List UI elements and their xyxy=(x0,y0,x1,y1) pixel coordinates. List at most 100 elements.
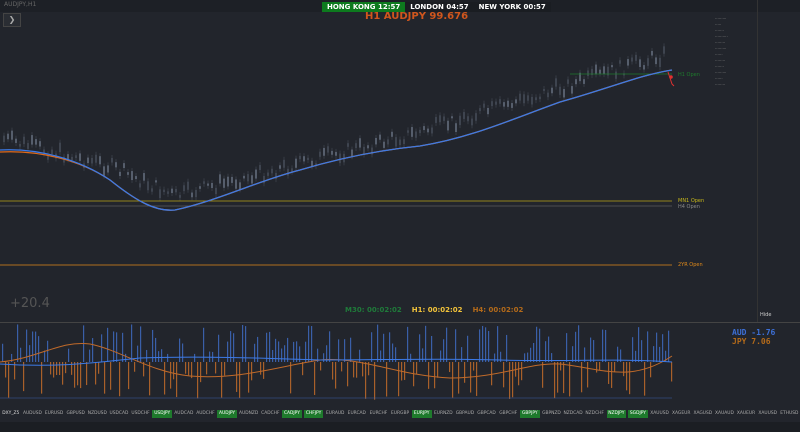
oscillator-bar xyxy=(29,345,31,362)
oscillator-bar xyxy=(194,353,196,362)
oscillator-bar xyxy=(32,331,34,362)
jpy-strength-label: JPY 7.06 xyxy=(732,337,771,346)
oscillator-bar xyxy=(419,334,421,362)
symbol-button-eurgbp[interactable]: EURGBP xyxy=(391,411,410,416)
oscillator-bar xyxy=(191,362,193,379)
symbol-button-xaueur[interactable]: XAUEUR xyxy=(736,411,756,416)
oscillator-bar xyxy=(656,332,658,362)
symbol-button-xagusd[interactable]: XAGUSD xyxy=(693,411,713,416)
symbol-button-eurjpy[interactable]: EURJPY xyxy=(411,410,432,418)
timer-h4: H4: 00:02:02 xyxy=(472,306,524,314)
oscillator-bar xyxy=(455,329,457,362)
symbol-button-sgdjpy[interactable]: SGDJPY xyxy=(628,410,648,418)
mn1-open-label: MN1 Open xyxy=(678,198,705,204)
symbol-button-nzdchf[interactable]: NZDCHF xyxy=(585,411,604,416)
oscillator-bar xyxy=(392,343,394,362)
symbol-button-nzdusd[interactable]: NZDUSD xyxy=(87,411,107,416)
oscillator-bar xyxy=(509,362,511,399)
oscillator-bar xyxy=(278,341,280,362)
symbol-button-nzdcad[interactable]: NZDCAD xyxy=(563,411,583,416)
symbol-button-gbpcad[interactable]: GBPCAD xyxy=(477,411,496,416)
oscillator-bar xyxy=(230,331,232,362)
oscillator-bar xyxy=(473,362,475,371)
oscillator-bar xyxy=(530,347,532,362)
oscillator-bar xyxy=(5,362,7,378)
oscillator-bar xyxy=(338,339,340,362)
info-row: ········· xyxy=(715,46,727,51)
strength-value: +20.4 xyxy=(10,296,50,311)
oscillator-bar xyxy=(404,362,406,380)
symbol-button-gbpjpy[interactable]: GBPJPY xyxy=(520,410,540,418)
oscillator-bar xyxy=(572,346,574,362)
h4-open-label: H4 Open xyxy=(678,204,700,210)
symbol-button-eurchf[interactable]: EURCHF xyxy=(369,411,388,416)
symbol-button-usdcad[interactable]: USDCAD xyxy=(109,411,129,416)
chart-title: H1 AUDJPY 99.676 xyxy=(365,11,469,22)
hide-button[interactable]: Hide xyxy=(760,312,772,318)
symbol-button-cadjpy[interactable]: CADJPY xyxy=(282,410,302,418)
oscillator-bar xyxy=(614,362,616,372)
oscillator-bar xyxy=(254,343,256,362)
symbol-button-xageur[interactable]: XAGEUR xyxy=(672,411,691,416)
symbol-button-cadchf[interactable]: CADCHF xyxy=(261,411,280,416)
symbol-button-gbpaud[interactable]: GBPAUD xyxy=(455,411,475,416)
symbol-button-audchf[interactable]: AUDCHF xyxy=(196,411,215,416)
oscillator-bar xyxy=(566,333,568,362)
oscillator-bar xyxy=(23,362,25,392)
panel-separator[interactable] xyxy=(0,322,800,323)
oscillator-bar xyxy=(11,353,13,362)
pair-strength-labels: AUD -1.76 JPY 7.06 xyxy=(732,328,775,346)
oscillator-bar xyxy=(299,346,301,362)
symbol-button-audjpy[interactable]: AUDJPY xyxy=(217,410,237,418)
info-row: ······ xyxy=(715,76,723,81)
info-row: ········· xyxy=(715,70,727,75)
oscillator-bar xyxy=(95,362,97,385)
symbol-button-gbpchf[interactable]: GBPCHF xyxy=(499,411,518,416)
oscillator-bar xyxy=(581,362,583,393)
symbol-button-eurcad[interactable]: EURCAD xyxy=(347,411,366,416)
oscillator-bar xyxy=(506,334,508,362)
oscillator-bar xyxy=(104,362,106,394)
price-axis[interactable] xyxy=(757,0,800,322)
oscillator-bar xyxy=(50,362,52,375)
oscillator-bar xyxy=(500,351,502,362)
oscillator-bar xyxy=(593,340,595,362)
oscillator-bar xyxy=(116,332,118,362)
symbol-button-chfjpy[interactable]: CHFJPY xyxy=(303,410,324,418)
oscillator-bar xyxy=(173,362,175,380)
symbol-button-audusd[interactable]: AUDUSD xyxy=(22,411,42,416)
oscillator-bar xyxy=(380,350,382,362)
oscillator-bar xyxy=(347,362,349,387)
h1-open-label: H1 Open xyxy=(678,72,700,78)
symbol-button-audcad[interactable]: AUDCAD xyxy=(174,411,194,416)
symbol-button-xauusd[interactable]: XAUUSD xyxy=(650,411,669,416)
symbol-button-eurusd[interactable]: EURUSD xyxy=(44,411,64,416)
symbol-button-eurnzd[interactable]: EURNZD xyxy=(433,411,453,416)
symbol-button-ethusd[interactable]: ETHUSD xyxy=(780,411,799,416)
symbol-button-usdchf[interactable]: USDCHF xyxy=(131,411,150,416)
oscillator-bar xyxy=(548,336,550,362)
oscillator-bar xyxy=(305,341,307,362)
symbol-button-xauusd[interactable]: XAUUSD xyxy=(758,411,777,416)
symbol-button-xauaud[interactable]: XAUAUD xyxy=(715,411,734,416)
oscillator-bar xyxy=(155,337,157,362)
oscillator-bar xyxy=(377,324,379,362)
symbol-button-dxy_z5[interactable]: DXY_Z5 xyxy=(2,411,20,416)
symbol-button-usdjpy[interactable]: USDJPY xyxy=(152,410,172,418)
price-dot xyxy=(669,75,673,79)
expand-menu-button[interactable]: ❯ xyxy=(3,13,21,27)
symbol-button-gbpusd[interactable]: GBPUSD xyxy=(66,411,85,416)
oscillator-bar xyxy=(413,362,415,387)
footer xyxy=(0,422,800,432)
symbol-button-euraud[interactable]: EURAUD xyxy=(325,411,345,416)
oscillator-bar xyxy=(422,348,424,362)
symbol-button-nzdjpy[interactable]: NZDJPY xyxy=(606,410,627,418)
oscillator-bar xyxy=(443,339,445,362)
symbol-button-gbpnzd[interactable]: GBPNZD xyxy=(542,411,561,416)
symbol-button-audnzd[interactable]: AUDNZD xyxy=(239,411,259,416)
oscillator-bar xyxy=(170,362,172,389)
oscillator-bar xyxy=(2,343,4,362)
oscillator-bar xyxy=(446,327,448,362)
oscillator-bar xyxy=(635,350,637,362)
